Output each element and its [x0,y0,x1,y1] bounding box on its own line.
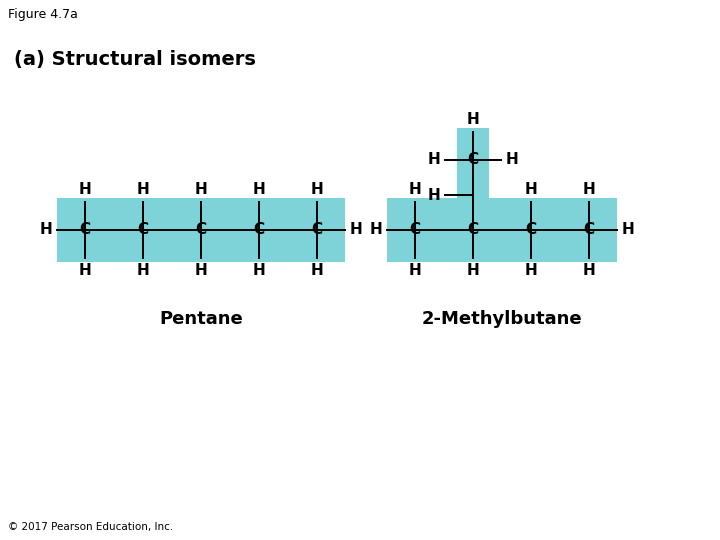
Text: © 2017 Pearson Education, Inc.: © 2017 Pearson Education, Inc. [8,522,174,532]
Text: C: C [253,222,264,238]
Text: C: C [195,222,207,238]
Text: Pentane: Pentane [159,310,243,328]
Text: H: H [310,263,323,278]
Text: H: H [137,263,149,278]
Text: H: H [369,222,382,238]
Bar [57,198,345,262]
Text: H: H [582,182,595,197]
Text: H: H [253,263,266,278]
Text: H: H [525,182,537,197]
Bar [457,128,489,198]
Text: H: H [194,263,207,278]
Text: H: H [137,182,149,197]
Text: H: H [409,182,421,197]
Text: H: H [427,187,440,202]
Text: H: H [427,152,440,167]
Text: H: H [506,152,518,167]
Text: H: H [310,182,323,197]
Bar [387,198,617,262]
Text: H: H [582,263,595,278]
Text: 2-Methylbutane: 2-Methylbutane [422,310,582,328]
Text: H: H [194,182,207,197]
Text: H: H [622,222,635,238]
Text: H: H [40,222,52,238]
Text: C: C [79,222,91,238]
Text: H: H [350,222,363,238]
Text: (a) Structural isomers: (a) Structural isomers [14,50,256,69]
Text: H: H [467,112,480,127]
Text: C: C [467,222,479,238]
Text: C: C [526,222,536,238]
Text: Figure 4.7a: Figure 4.7a [8,8,78,21]
Text: C: C [138,222,148,238]
Text: H: H [409,263,421,278]
Text: H: H [78,182,91,197]
Text: H: H [78,263,91,278]
Text: H: H [525,263,537,278]
Text: C: C [312,222,323,238]
Text: H: H [253,182,266,197]
Text: C: C [583,222,595,238]
Text: C: C [467,152,479,167]
Text: H: H [467,263,480,278]
Text: C: C [410,222,420,238]
